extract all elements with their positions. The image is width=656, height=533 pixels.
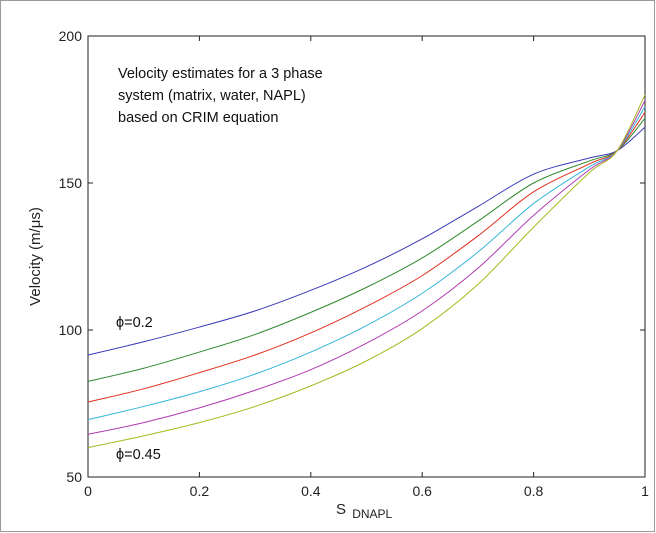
y-tick-label-3: 200: [59, 28, 83, 44]
y-axis-label: Velocity (m/μs): [27, 207, 44, 306]
x-tick-label-4: 0.8: [524, 483, 544, 499]
x-tick-label-1: 0.2: [190, 483, 210, 499]
annotation-line-2: system (matrix, water, NAPL): [118, 88, 306, 104]
x-tick-label-0: 0: [84, 483, 92, 499]
y-tick-label-0: 50: [66, 469, 82, 485]
x-axis-label-subscript: DNAPL: [352, 507, 392, 521]
x-axis-label-main: S: [336, 501, 346, 518]
y-tick-label-1: 100: [59, 322, 83, 338]
annotation-line-1: Velocity estimates for a 3 phase: [118, 66, 323, 82]
x-tick-label-2: 0.4: [301, 483, 321, 499]
curve-label-phi-0-2: ϕ=0.2: [116, 315, 153, 331]
x-tick-label-5: 1: [641, 483, 649, 499]
annotation-line-3: based on CRIM equation: [118, 110, 278, 126]
y-tick-label-2: 150: [59, 175, 83, 191]
x-axis-label: S DNAPL: [336, 501, 393, 521]
x-tick-label-3: 0.6: [412, 483, 432, 499]
curve-label-phi-0-45: ϕ=0.45: [116, 447, 161, 463]
